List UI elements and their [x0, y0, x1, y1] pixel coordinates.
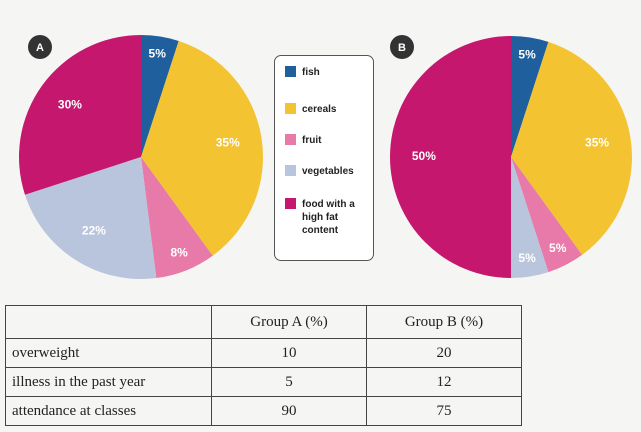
- chart-title: A: [36, 42, 44, 54]
- row-label: illness in the past year: [5, 367, 212, 397]
- slice-label: 35%: [585, 136, 609, 150]
- legend-swatch: [285, 165, 296, 176]
- value-cell: 75: [366, 396, 522, 426]
- pie-slice: [18, 35, 141, 195]
- value-cell: 20: [366, 338, 522, 368]
- slice-label: 5%: [549, 241, 567, 255]
- charts: 5% 35% 8% 22% 30% A 5% 35% 5% 5% 50% B: [18, 35, 632, 280]
- table-row: attendance at classes 90 75: [5, 396, 522, 426]
- value-cell: 90: [211, 396, 367, 426]
- legend-label: fruit: [302, 135, 322, 146]
- slice-label: 35%: [216, 135, 240, 149]
- legend-label: food with a high fat content: [302, 199, 355, 236]
- row-label: attendance at classes: [5, 396, 212, 426]
- value-cell: 5: [211, 367, 367, 397]
- legend-swatch: [285, 134, 296, 145]
- pie-slice: [141, 157, 213, 279]
- chart-badge: [390, 35, 414, 59]
- slice-label: 8%: [171, 246, 189, 260]
- legend-label: cereals: [302, 104, 337, 115]
- legend-label: vegetables: [302, 166, 354, 177]
- table-body: overweight 10 20 illness in the past year 5 1…: [5, 338, 522, 426]
- legend-item: fish: [285, 66, 365, 79]
- column-header: Group B (%): [366, 305, 522, 339]
- pie-slice: [511, 157, 583, 273]
- slice-label: 5%: [149, 47, 167, 61]
- header-row: Group A (%) Group B (%): [5, 305, 522, 339]
- pie-slice: [511, 36, 549, 157]
- legend-item: cereals: [285, 103, 365, 116]
- data-table: Group A (%) Group B (%) overweight 10 20 il…: [5, 305, 522, 426]
- table-row: illness in the past year 5 12: [5, 367, 522, 397]
- legend-item: fruit: [285, 134, 365, 147]
- chart-title: B: [398, 42, 406, 54]
- legend-label: fish: [302, 67, 320, 78]
- slice-label: 5%: [518, 251, 536, 265]
- slice-label: 5%: [518, 48, 536, 62]
- slice-label: 22%: [82, 223, 106, 237]
- legend-item: food with a high fat content: [285, 198, 365, 237]
- slice-label: 30%: [58, 98, 82, 112]
- legend: fish cereals fruit vegetables food with a hi…: [274, 55, 374, 261]
- pie-slice: [24, 157, 157, 280]
- corner-cell: [5, 305, 212, 339]
- slice-label: 50%: [412, 149, 436, 163]
- table-row: overweight 10 20: [5, 338, 522, 368]
- value-cell: 12: [366, 367, 522, 397]
- column-header: Group A (%): [211, 305, 367, 339]
- chart-badge: [28, 35, 52, 59]
- pie-slice: [141, 40, 263, 256]
- pie-slice: [511, 41, 632, 255]
- legend-swatch: [285, 103, 296, 114]
- pie-slice: [141, 35, 179, 157]
- legend-swatch: [285, 198, 296, 209]
- row-label: overweight: [5, 338, 212, 368]
- value-cell: 10: [211, 338, 367, 368]
- pie-slice: [511, 157, 549, 278]
- legend-item: vegetables: [285, 165, 365, 178]
- legend-swatch: [285, 66, 296, 77]
- pie-slice: [390, 36, 511, 278]
